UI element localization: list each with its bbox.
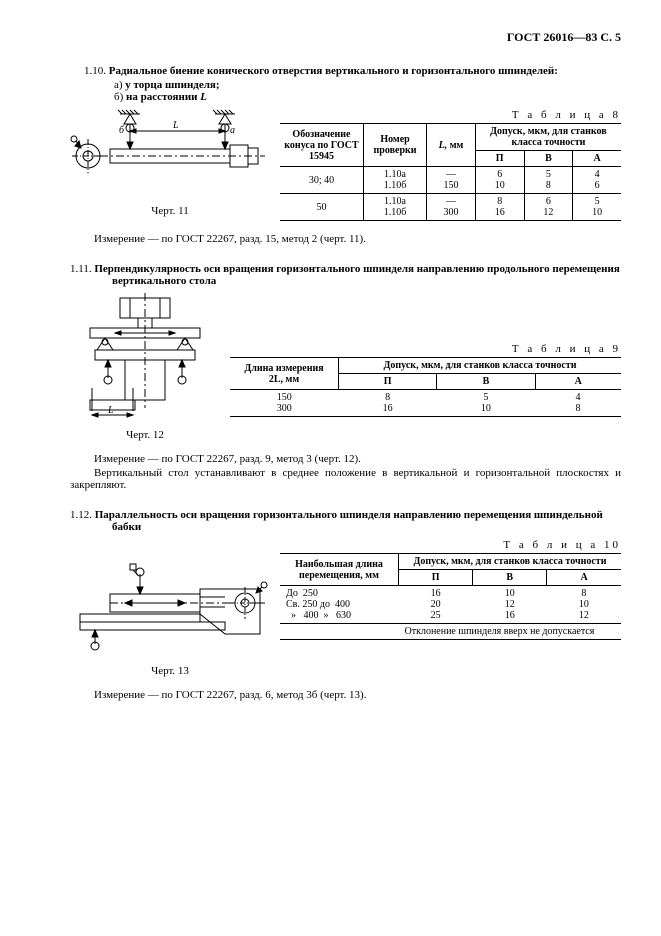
- section-110-heading: Радиальное биение конического отверстия …: [109, 65, 558, 77]
- table-10: Наибольшая длина перемещения, мм Допуск,…: [280, 553, 621, 640]
- t9-h2a: П: [339, 374, 437, 390]
- section-110-sub-a: а) у торца шпинделя;: [114, 79, 621, 91]
- note-110: Измерение — по ГОСТ 22267, разд. 15, мет…: [70, 233, 621, 245]
- section-112-heading: Параллельность оси вращения горизонтальн…: [95, 509, 603, 533]
- t8-h4c: А: [573, 151, 621, 167]
- svg-text:L: L: [172, 120, 179, 131]
- svg-text:а: а: [230, 125, 235, 136]
- t10-r-c4: 81012: [547, 586, 621, 624]
- figure-13-caption: Черт. 13: [70, 665, 270, 677]
- t9-h2b: В: [437, 374, 535, 390]
- sub-b-label: б): [114, 91, 123, 103]
- figure-12-caption: Черт. 12: [70, 429, 220, 441]
- figure-13: Черт. 13: [70, 559, 270, 677]
- t8-r2c4: 816: [475, 194, 524, 221]
- figure-11: б а L: [70, 109, 270, 217]
- t10-r-c3: 101216: [473, 586, 547, 624]
- t10-r-c2: 162025: [399, 586, 473, 624]
- t9-r-c1: 150300: [230, 390, 339, 417]
- t8-r2c3: —300: [427, 194, 476, 221]
- section-110-num: 1.10.: [84, 65, 106, 77]
- note-111a: Измерение — по ГОСТ 22267, разд. 9, мето…: [70, 453, 621, 465]
- t8-h4a: П: [475, 151, 524, 167]
- figure-12: L Черт. 12: [70, 293, 220, 441]
- section-111-num: 1.11.: [70, 263, 92, 275]
- t8-r1c5: 58: [524, 167, 573, 194]
- t9-h2c: А: [535, 374, 621, 390]
- page-header: ГОСТ 26016—83 С. 5: [70, 30, 621, 45]
- t10-note: Отклонение шпинделя вверх не допускается: [399, 624, 622, 640]
- figure-11-caption: Черт. 11: [70, 205, 270, 217]
- t8-r1c3: —150: [427, 167, 476, 194]
- t10-h2c: А: [547, 570, 621, 586]
- table-9-label: Т а б л и ц а 9: [230, 343, 621, 355]
- t9-r-c3: 510: [437, 390, 535, 417]
- t9-h2: Допуск, мкм, для станков класса точности: [339, 358, 622, 374]
- table-10-label: Т а б л и ц а 10: [280, 539, 621, 551]
- t8-r2c1: 50: [280, 194, 363, 221]
- t8-h4: Допуск, мкм, для станков класса точности: [475, 124, 621, 151]
- table-8-label: Т а б л и ц а 8: [280, 109, 621, 121]
- svg-text:L: L: [107, 405, 114, 416]
- t10-h2b: В: [473, 570, 547, 586]
- section-112-num: 1.12.: [70, 509, 92, 521]
- t10-h1: Наибольшая длина перемещения, мм: [280, 554, 399, 586]
- t8-h1: Обозначение конуса по ГОСТ 15945: [280, 124, 363, 167]
- t8-r2c6: 510: [573, 194, 621, 221]
- t8-r1c6: 46: [573, 167, 621, 194]
- sub-a-text: у торца шпинделя;: [125, 79, 219, 91]
- svg-text:б: б: [119, 125, 125, 136]
- note-111b: Вертикальный стол устанавливают в средне…: [70, 467, 621, 491]
- sub-b-text: на расстоянии: [126, 91, 197, 103]
- section-111-heading: Перпендикулярность оси вращения горизонт…: [94, 263, 619, 287]
- section-111-title: 1.11. Перпендикулярность оси вращения го…: [98, 263, 621, 287]
- table-8: Обозначение конуса по ГОСТ 15945 Номер п…: [280, 123, 621, 221]
- sub-b-var: L: [200, 91, 207, 103]
- note-112: Измерение — по ГОСТ 22267, разд. 6, мето…: [70, 689, 621, 701]
- section-112-title: 1.12. Параллельность оси вращения горизо…: [98, 509, 621, 533]
- t8-r1c4: 610: [475, 167, 524, 194]
- sub-a-label: а): [114, 79, 123, 91]
- t8-r2c5: 612: [524, 194, 573, 221]
- t10-h2: Допуск, мкм, для станков класса точности: [399, 554, 622, 570]
- t10-r-c1: До 250 Св. 250 до 400 » 400 » 630: [280, 586, 399, 624]
- t8-h2: Номер проверки: [363, 124, 426, 167]
- t9-h1: Длина измерения 2L, мм: [230, 358, 339, 390]
- t9-r-c4: 48: [535, 390, 621, 417]
- section-110-title: 1.10. Радиальное биение конического отве…: [70, 65, 621, 77]
- t9-r-c2: 816: [339, 390, 437, 417]
- table-9: Длина измерения 2L, мм Допуск, мкм, для …: [230, 357, 621, 417]
- t8-r2c2: 1.10а1.10б: [363, 194, 426, 221]
- t8-h3: L, мм: [427, 124, 476, 167]
- t8-r1c1: 30; 40: [280, 167, 363, 194]
- t8-h4b: В: [524, 151, 573, 167]
- section-110-sub-b: б) на расстоянии L: [114, 91, 621, 103]
- t10-h2a: П: [399, 570, 473, 586]
- t8-r1c2: 1.10а1.10б: [363, 167, 426, 194]
